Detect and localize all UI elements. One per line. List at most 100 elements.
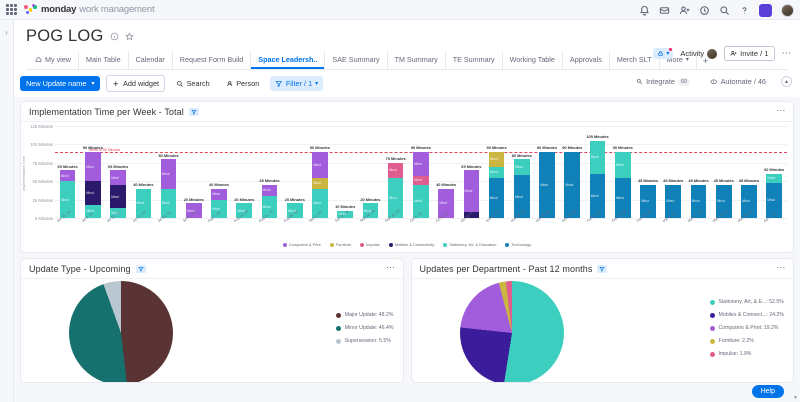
bar-segment[interactable]: Minut	[438, 188, 454, 218]
bar-column[interactable]: Minut Minut 45 Minutes	[257, 126, 282, 218]
tab-calendar[interactable]: Calendar	[129, 52, 173, 69]
bar-column[interactable]: Minut 45 Minutes	[661, 126, 686, 218]
bar-column[interactable]: Minut 45 Minutes	[736, 126, 761, 218]
bar-column[interactable]: Minut 45 Minutes	[635, 126, 660, 218]
bar-segment[interactable]: Minut	[337, 210, 354, 218]
filter-button[interactable]: Filter / 1 ▾	[270, 76, 324, 91]
legend-item[interactable]: Stationery, Art, & Education	[443, 242, 496, 247]
bar-segment[interactable]: Minut	[110, 184, 126, 209]
bar-column[interactable]: Minut 90 Minutes	[560, 126, 585, 218]
tab-my-view[interactable]: My view	[28, 52, 79, 69]
avatar[interactable]	[781, 3, 794, 17]
bar-segment[interactable]: Minut	[286, 203, 303, 218]
rail-expand-icon[interactable]: ›	[5, 28, 8, 37]
bar-segment[interactable]: Minut	[85, 204, 101, 218]
bar-segment[interactable]: Minut	[85, 151, 101, 182]
bar-column[interactable]: Minut 20 Minutes	[282, 126, 307, 218]
bar-segment[interactable]: Minut	[463, 170, 480, 213]
bar-segment[interactable]: Minut	[59, 170, 76, 182]
search-icon[interactable]	[719, 5, 730, 16]
widget-filter-button[interactable]	[188, 108, 199, 116]
pie-legend-item[interactable]: Supersession: 5.5%	[335, 338, 394, 344]
bar-column[interactable]: Minut 40 Minutes	[131, 126, 156, 218]
bar-segment[interactable]: Minut	[261, 184, 278, 196]
bar-column[interactable]: Minut Minut 40 Minutes	[206, 126, 231, 218]
tab-approvals[interactable]: Approvals	[563, 52, 610, 69]
widget-filter-button[interactable]	[135, 265, 146, 273]
bar-segment[interactable]: Minut	[690, 184, 707, 218]
bar-column[interactable]: Minut 45 Minutes	[711, 126, 736, 218]
bar-segment[interactable]: Minut	[640, 184, 656, 218]
bar-segment[interactable]: Minut	[589, 173, 606, 218]
new-update-button[interactable]: New Update name ▾	[20, 76, 101, 91]
bar-column[interactable]: Minut Minut Minut 90 Minutes	[80, 126, 105, 218]
bar-column[interactable]: Minut Minut Minut 65 Minutes	[105, 126, 130, 218]
pie-legend-item[interactable]: Stationery, Art, & E...: 52.5%	[709, 299, 784, 305]
board-permissions-button[interactable]: ▾	[653, 48, 674, 59]
tab-working-table[interactable]: Working Table	[503, 52, 563, 69]
search-button[interactable]: Search	[171, 76, 215, 91]
bar-column[interactable]: Minut Minut Minut 90 Minutes	[484, 126, 509, 218]
pie-legend-item[interactable]: Impulse: 1.9%	[709, 351, 784, 357]
bar-column[interactable]: Minut 65 Minutes	[459, 126, 484, 218]
legend-item[interactable]: Computers & Print	[282, 242, 321, 247]
tab-tm-summary[interactable]: TM Summary	[388, 52, 446, 69]
add-tab-button[interactable]: +	[702, 55, 709, 66]
tab-sae-summary[interactable]: SAE Summary	[325, 52, 388, 69]
integrate-button[interactable]: Integrate 60	[631, 74, 695, 89]
bar-segment[interactable]: Minut	[387, 177, 404, 218]
scroll-down-icon[interactable]: ▼	[793, 395, 798, 401]
pie-legend-item[interactable]: Minor Update: 46.4%	[335, 325, 394, 331]
bar-segment[interactable]: Minut	[261, 195, 278, 218]
bar-segment[interactable]: Minut	[185, 203, 202, 218]
help-icon[interactable]	[739, 5, 750, 16]
history-icon[interactable]	[699, 5, 710, 16]
pie-chart[interactable]	[69, 281, 173, 382]
bar-segment[interactable]: Minut	[614, 177, 631, 218]
tab-merch-slt[interactable]: Merch SLT	[610, 52, 660, 69]
bar-segment[interactable]	[463, 212, 480, 218]
widget-menu-button[interactable]: ⋯	[776, 262, 786, 272]
bar-column[interactable]: Minut 10 Minutes	[333, 126, 358, 218]
bar-segment[interactable]: Minut	[589, 140, 606, 174]
bar-column[interactable]: Minut 20 Minutes	[181, 126, 206, 218]
waffle-icon[interactable]	[6, 4, 17, 15]
widget-menu-button[interactable]: ⋯	[776, 105, 786, 115]
widget-menu-button[interactable]: ⋯	[385, 262, 396, 272]
bar-segment[interactable]: Minut	[514, 159, 530, 176]
bar-segment[interactable]: Minut	[413, 151, 429, 177]
bar-segment[interactable]: Minut	[413, 184, 429, 218]
bar-column[interactable]: Minut Minut 75 Minutes	[383, 126, 408, 218]
bar-segment[interactable]: Minut	[236, 203, 253, 218]
bar-column[interactable]: Minut Minut 65 Minutes	[55, 126, 80, 218]
bar-column[interactable]: Minut 20 Minutes	[232, 126, 257, 218]
tab-te-summary[interactable]: TE Summary	[446, 52, 503, 69]
bar-segment[interactable]: Minut	[135, 188, 152, 218]
bar-segment[interactable]: Minut	[160, 159, 177, 189]
activity-button[interactable]: Activity	[680, 48, 718, 59]
board-more-menu-button[interactable]: ⋯	[781, 47, 792, 59]
tab-more[interactable]: More ▾	[660, 52, 697, 69]
bar-segment[interactable]: Minut	[85, 181, 101, 205]
legend-item[interactable]: Furniture	[329, 242, 351, 247]
bar-segment[interactable]: Minut	[564, 151, 581, 218]
pie-legend-item[interactable]: Major Update: 48.2%	[335, 312, 394, 318]
automate-button[interactable]: Automate / 46	[705, 74, 771, 89]
bar-segment[interactable]: Minut	[488, 151, 505, 167]
tab-main-table[interactable]: Main Table	[79, 52, 129, 69]
bar-segment[interactable]: Minut	[488, 166, 505, 178]
bar-segment[interactable]: Minut	[488, 177, 505, 218]
pie-legend-item[interactable]: Furniture: 2.2%	[709, 338, 784, 344]
bell-icon[interactable]	[639, 5, 650, 16]
bar-segment[interactable]: Minut	[539, 151, 555, 218]
bar-column[interactable]: Minut 45 Minutes	[686, 126, 711, 218]
bar-column[interactable]: Minut Minut 80 Minutes	[156, 126, 181, 218]
bar-segment[interactable]: Minut	[766, 173, 782, 183]
bar-column[interactable]: Minut 20 Minutes	[358, 126, 383, 218]
pie-chart[interactable]	[459, 281, 564, 382]
legend-item[interactable]: Impulse	[360, 242, 380, 247]
tab-request-form-build[interactable]: Request Form Build	[173, 52, 252, 69]
bar-segment[interactable]: Minut	[160, 188, 177, 218]
bar-column[interactable]: Minut Minut Minut 90 Minutes	[307, 126, 332, 218]
bar-column[interactable]: Minut 40 Minutes	[434, 126, 459, 218]
